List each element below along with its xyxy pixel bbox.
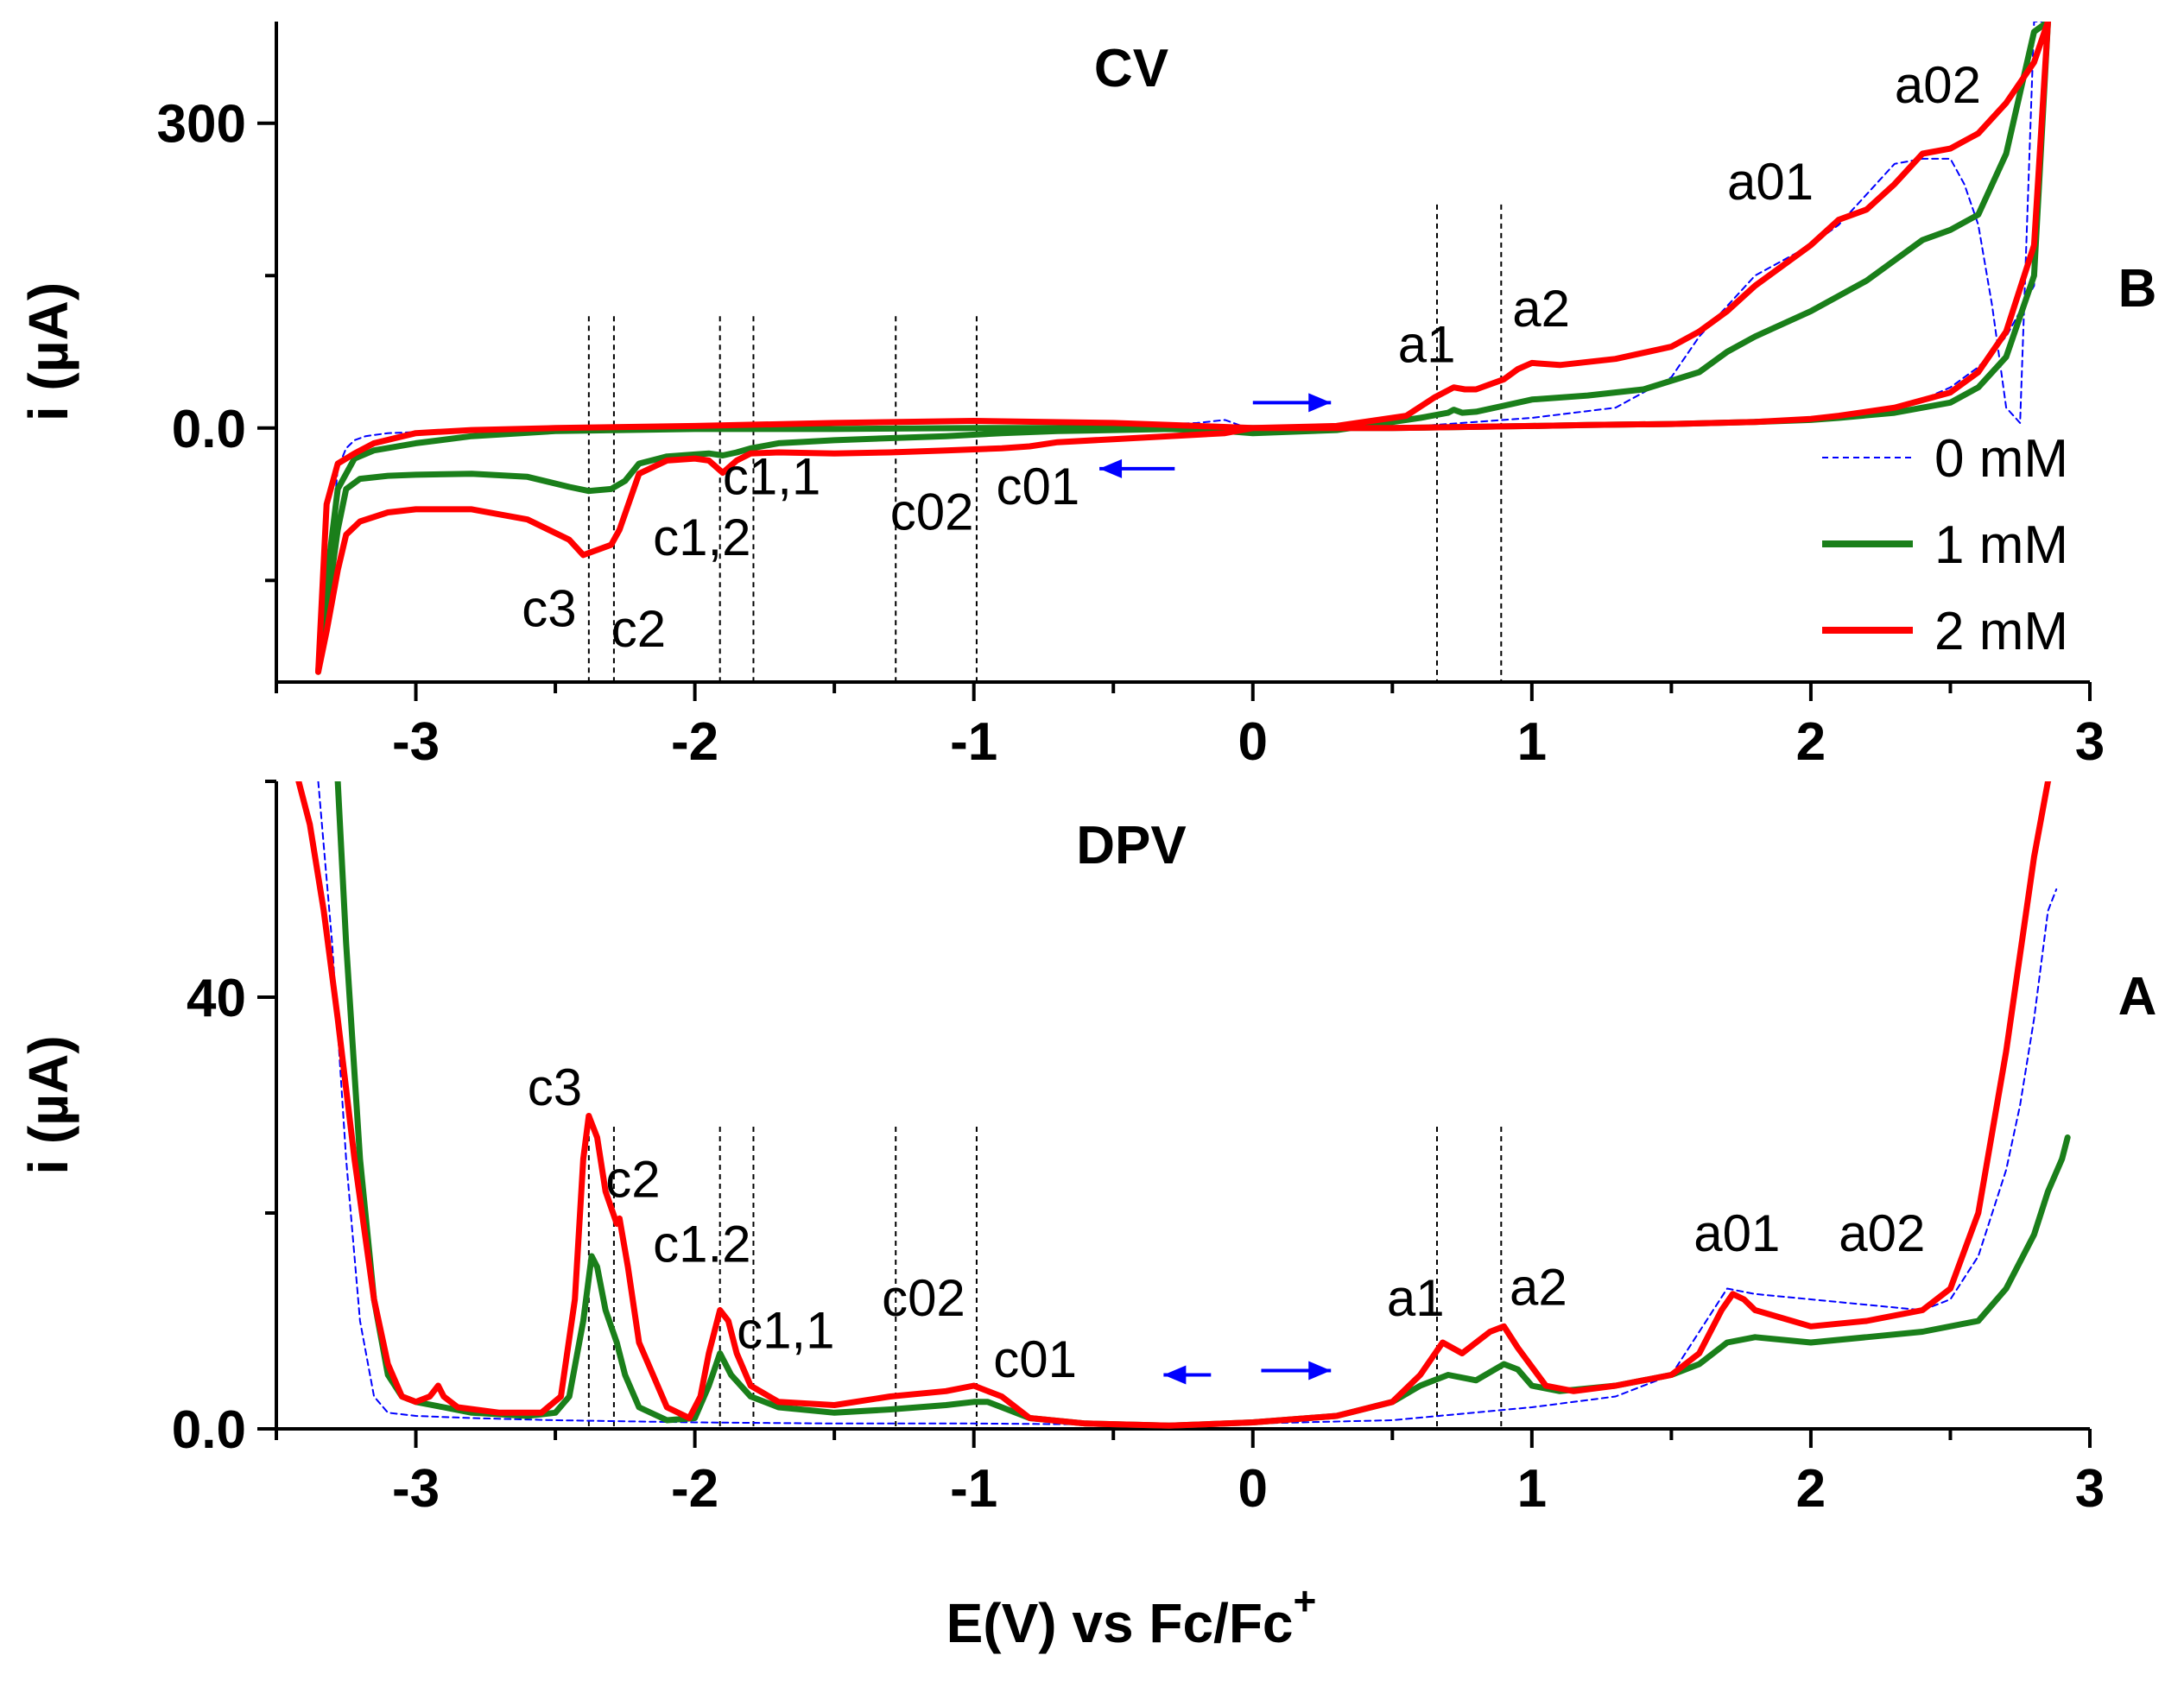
- x-tick-label: -3: [392, 1459, 440, 1519]
- x-tick-label: 3: [2075, 1459, 2105, 1519]
- arrow-head: [1163, 1365, 1187, 1385]
- direction-arrow: [1163, 1365, 1212, 1385]
- plot-area: [315, 22, 2051, 682]
- peak-label: a01: [1693, 1204, 1780, 1262]
- legend-label: 1 mM: [1934, 515, 2068, 575]
- legend-label: 2 mM: [1934, 602, 2068, 661]
- arrow-head: [1308, 1361, 1332, 1381]
- x-tick-label: 1: [1517, 712, 1547, 772]
- series-line-1-mM: [315, 22, 2051, 675]
- peak-label: c01: [993, 1330, 1077, 1388]
- peak-label: c2: [605, 1150, 660, 1208]
- legend: 0 mM 1 mM 2 mM: [1822, 429, 2068, 661]
- direction-arrow: [1261, 1361, 1332, 1381]
- x-tick-label: 2: [1796, 712, 1826, 772]
- x-tick-label: -1: [950, 712, 997, 772]
- series-line-1-mM: [334, 781, 2071, 1429]
- peak-label: a01: [1727, 153, 1814, 211]
- series-line-0-mM: [317, 781, 2058, 1425]
- dpv-panel: -3 -2 -1 0 1 2 3 0.0 40 i (µA) DPV Ac3 c2 c1.2 c1,1 c02…: [17, 780, 2157, 1519]
- peak-label: c3: [528, 1058, 582, 1116]
- peak-label: a02: [1839, 1204, 1925, 1262]
- peak-label: c02: [882, 1269, 965, 1327]
- direction-arrow: [1099, 458, 1175, 478]
- peak-label: c1.2: [653, 1215, 750, 1273]
- series-line-0-mM: [317, 22, 2049, 673]
- y-tick-label: 40: [187, 969, 246, 1028]
- plot-area: [295, 781, 2071, 1429]
- x-tick-label: -3: [392, 712, 440, 772]
- arrow-head: [1308, 393, 1332, 413]
- panel-title: DPV: [1076, 816, 1186, 875]
- x-tick-label: 0: [1238, 1459, 1268, 1519]
- peak-label: c1,2: [653, 509, 750, 566]
- y-tick-label: 0.0: [172, 400, 246, 459]
- panel-letter: B: [2118, 259, 2157, 319]
- y-axis-label: i (µA): [17, 1035, 79, 1174]
- direction-arrow: [1252, 393, 1332, 413]
- y-tick-label: 300: [157, 95, 246, 155]
- peak-label: c02: [890, 483, 974, 540]
- x-tick-label: -2: [671, 712, 719, 772]
- peak-label: a1: [1398, 315, 1456, 373]
- x-tick-label: -2: [671, 1459, 719, 1519]
- x-tick-label: 3: [2075, 712, 2105, 772]
- y-tick-label: 0.0: [172, 1400, 246, 1460]
- series-line-2-mM: [315, 22, 2051, 675]
- legend-label: 0 mM: [1934, 429, 2068, 489]
- arrow-head: [1099, 458, 1123, 478]
- panel-title: CV: [1094, 39, 1168, 98]
- peak-label: a02: [1895, 56, 1981, 114]
- peak-label: c1,1: [723, 447, 820, 505]
- peak-label: c01: [997, 458, 1080, 515]
- x-tick-label: 1: [1517, 1459, 1547, 1519]
- peak-label: a1: [1387, 1269, 1445, 1327]
- x-tick-label: 2: [1796, 1459, 1826, 1519]
- x-tick-label: -1: [950, 1459, 997, 1519]
- y-axis-label: i (µA): [17, 282, 79, 421]
- x-tick-label: 0: [1238, 712, 1268, 772]
- peak-label: a2: [1510, 1258, 1567, 1316]
- x-axis-label: E(V) vs Fc/Fc+: [946, 1578, 1317, 1654]
- peak-label: c2: [611, 600, 666, 658]
- panel-letter: A: [2118, 967, 2157, 1027]
- series-line-2-mM: [295, 781, 2052, 1429]
- peak-label: c3: [522, 579, 576, 637]
- peak-label: c1,1: [737, 1301, 834, 1359]
- peak-label: a2: [1512, 280, 1570, 338]
